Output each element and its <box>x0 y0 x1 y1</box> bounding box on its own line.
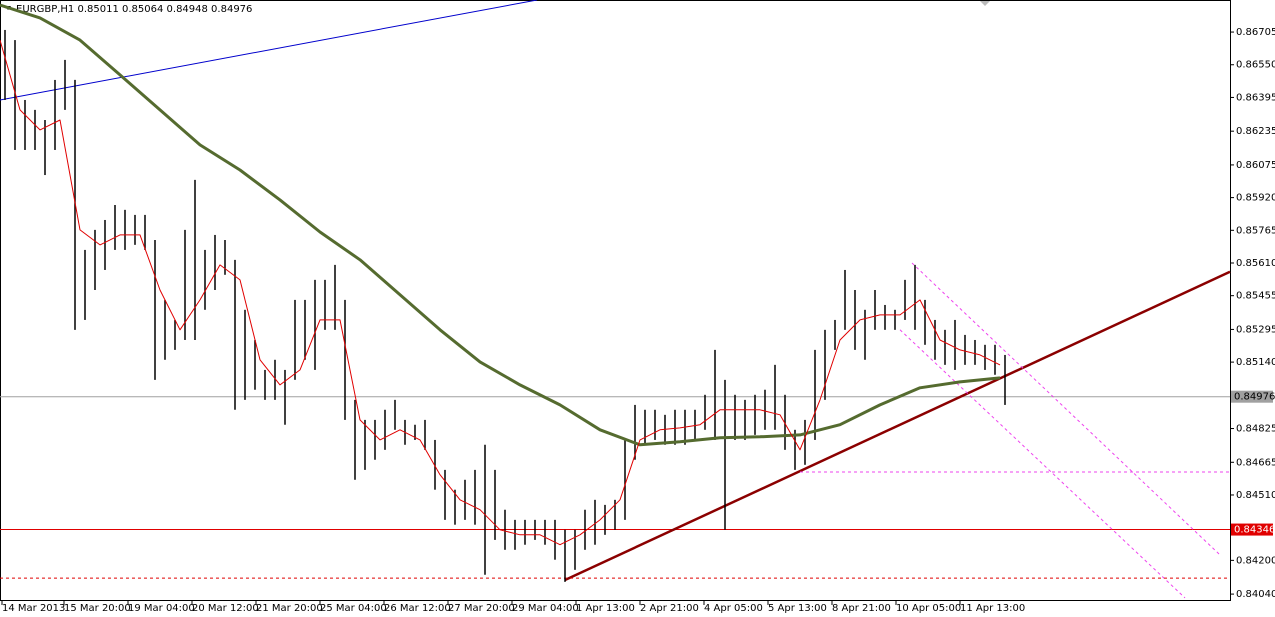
price-label-box <box>1231 523 1273 536</box>
y-tick-label: 0.84665 <box>1236 457 1275 468</box>
x-tick-label: 8 Apr 21:00 <box>832 603 891 614</box>
y-tick-label: 0.85295 <box>1236 324 1275 335</box>
x-tick-label: 15 Mar 20:00 <box>64 603 131 614</box>
x-tick-label: 26 Mar 12:00 <box>384 603 451 614</box>
x-tick-label: 27 Mar 20:00 <box>448 603 515 614</box>
moving-average <box>0 3 1001 447</box>
y-tick-label: 0.85455 <box>1236 291 1275 302</box>
price-label: 0.84346 <box>1234 525 1275 536</box>
y-tick-label: 0.84510 <box>1236 490 1275 501</box>
y-tick-label: 0.86705 <box>1236 27 1275 38</box>
x-tick-label: 4 Apr 05:00 <box>704 603 763 614</box>
y-tick-label: 0.86075 <box>1236 160 1275 171</box>
y-tick-label: 0.85920 <box>1236 193 1275 204</box>
trendline <box>911 262 1221 556</box>
y-tick-label: 0.86395 <box>1236 92 1275 103</box>
y-tick-label: 0.84040 <box>1236 589 1275 600</box>
y-tick-label: 0.86235 <box>1236 126 1275 137</box>
x-tick-label: 20 Mar 12:00 <box>192 603 259 614</box>
x-tick-label: 1 Apr 13:00 <box>576 603 635 614</box>
x-tick-label: 25 Mar 04:00 <box>320 603 387 614</box>
y-tick-label: 0.84200 <box>1236 555 1275 566</box>
x-tick-label: 19 Mar 04:00 <box>128 603 195 614</box>
x-tick-label: 5 Apr 13:00 <box>768 603 827 614</box>
x-tick-label: 21 Mar 20:00 <box>256 603 323 614</box>
y-tick-label: 0.85140 <box>1236 357 1275 368</box>
price-label: 0.84976 <box>1234 392 1275 403</box>
trendline <box>564 270 1231 582</box>
x-tick-label: 29 Mar 04:00 <box>512 603 579 614</box>
x-tick-label: 11 Apr 13:00 <box>960 603 1025 614</box>
chart-title: EURGBP,H1 0.85011 0.85064 0.84948 0.8497… <box>16 4 252 15</box>
trendline <box>0 0 538 101</box>
y-tick-label: 0.86550 <box>1236 60 1275 71</box>
price-label-box <box>1231 390 1273 403</box>
x-tick-label: 10 Apr 05:00 <box>896 603 961 614</box>
shift-marker[interactable] <box>980 1 990 6</box>
x-tick-label: 2 Apr 21:00 <box>640 603 699 614</box>
x-tick-label: 14 Mar 2013 <box>2 603 65 614</box>
y-tick-label: 0.85765 <box>1236 225 1275 236</box>
y-tick-label: 0.85610 <box>1236 258 1275 269</box>
y-tick-label: 0.84825 <box>1236 424 1275 435</box>
moving-average <box>0 39 1001 546</box>
trendline <box>899 329 1186 599</box>
